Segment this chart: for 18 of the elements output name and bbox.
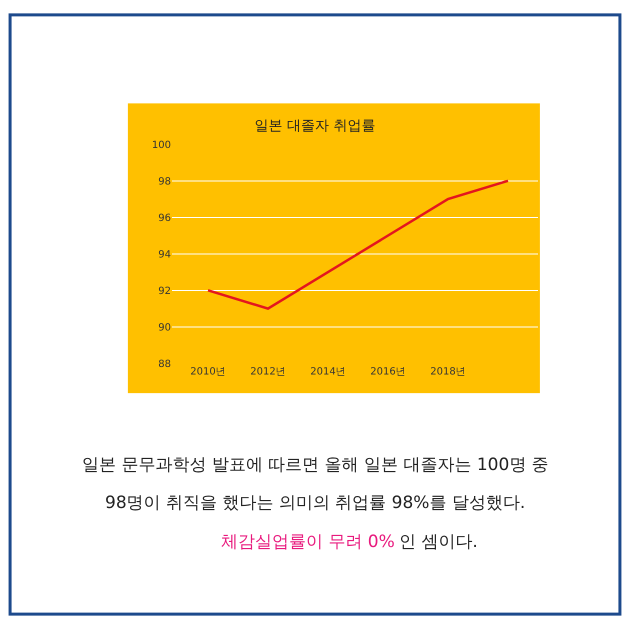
x-tick-label: 2018년 xyxy=(430,366,466,378)
chart-title: 일본 대졸자 취업률 xyxy=(254,118,376,134)
x-tick-label: 2016년 xyxy=(370,366,406,378)
y-tick-label: 92 xyxy=(158,286,171,297)
text: 체감실업률이 무려 0% xyxy=(221,532,395,552)
text: 인 셈이다. xyxy=(399,532,478,552)
x-tick-label: 2012년 xyxy=(250,366,286,378)
y-tick-label: 88 xyxy=(158,358,171,370)
y-tick-label: 96 xyxy=(158,212,171,224)
x-tick-label: 2014년 xyxy=(310,366,346,378)
y-tick-label: 90 xyxy=(158,322,171,334)
x-tick-label: 2010년 xyxy=(190,366,226,378)
text: 일본 문무과학성 발표에 따르면 올해 일본 대졸자는 100명 중 xyxy=(82,455,549,475)
line-series xyxy=(206,180,510,310)
y-tick-label: 100 xyxy=(152,140,171,151)
y-tick-label: 94 xyxy=(158,249,171,260)
y-tick-label: 98 xyxy=(158,176,171,188)
text: 98명이 취직을 했다는 의미의 취업률 98%를 달성했다. xyxy=(105,493,526,513)
